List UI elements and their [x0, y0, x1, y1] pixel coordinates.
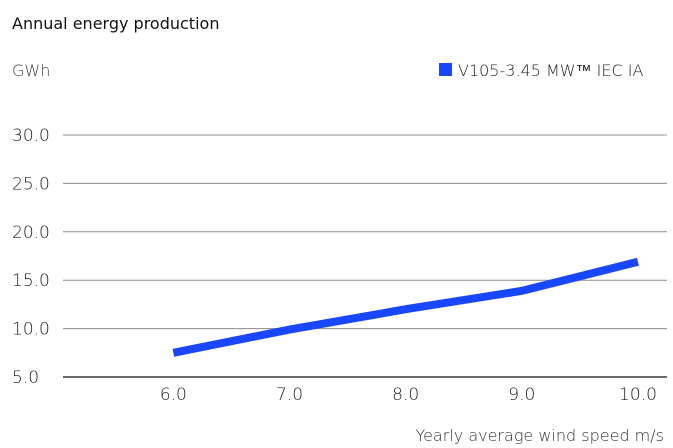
- x-tick-label: 10.0: [619, 385, 657, 405]
- series-line: [172, 257, 639, 357]
- y-tick-label: 10.0: [12, 320, 50, 340]
- y-tick-label: 20.0: [12, 223, 50, 243]
- y-axis-ticks: 5.0 10.0 15.0 20.0 25.0 30.0: [12, 126, 50, 388]
- grid-lines: [63, 134, 667, 378]
- y-tick-label: 15.0: [12, 271, 50, 291]
- x-axis-ticks: 6.0 7.0 8.0 9.0 10.0: [160, 385, 657, 405]
- series-lines: [172, 257, 639, 357]
- chart-legend: V105-3.45 MW™ IEC IA: [439, 61, 643, 80]
- chart-title: Annual energy production: [12, 14, 219, 33]
- y-tick-label: 25.0: [12, 174, 50, 194]
- x-tick-label: 8.0: [392, 385, 419, 405]
- x-tick-label: 7.0: [276, 385, 303, 405]
- x-tick-label: 9.0: [508, 385, 535, 405]
- legend-swatch: [439, 63, 452, 76]
- legend-label: V105-3.45 MW™ IEC IA: [458, 61, 643, 80]
- x-axis-label: Yearly average wind speed m/s: [415, 426, 664, 445]
- y-tick-label: 5.0: [12, 368, 39, 388]
- y-tick-label: 30.0: [12, 126, 50, 146]
- x-tick-label: 6.0: [160, 385, 187, 405]
- y-axis-unit-label: GWh: [12, 61, 50, 80]
